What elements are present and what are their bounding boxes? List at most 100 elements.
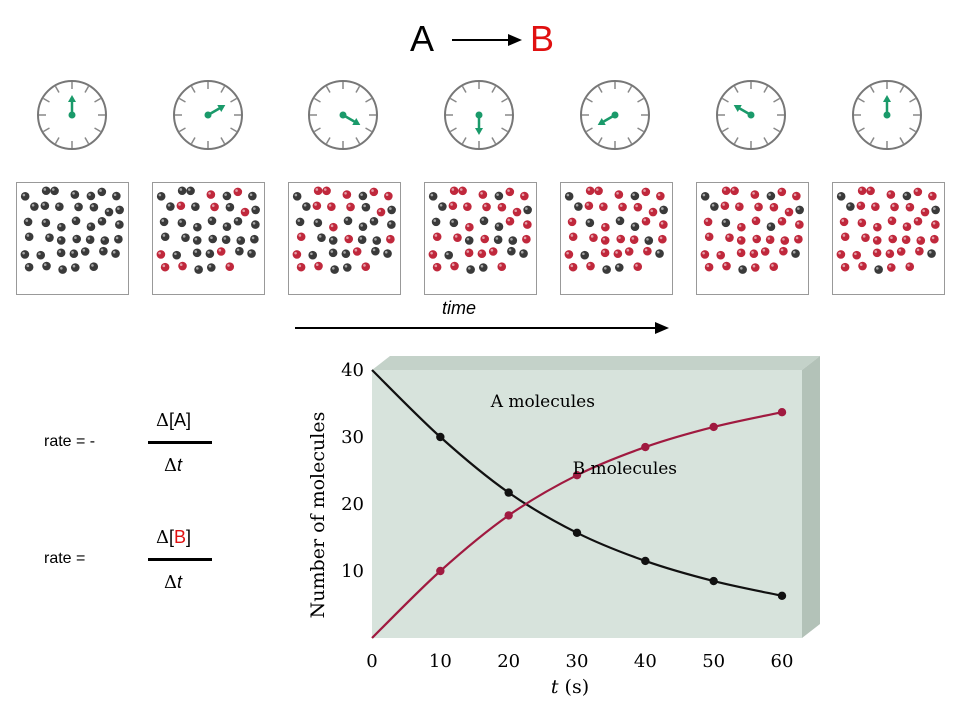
b-molecule bbox=[873, 222, 882, 232]
b-molecule bbox=[754, 202, 763, 212]
a-molecule bbox=[313, 218, 323, 228]
b-molecule bbox=[432, 232, 442, 242]
b-molecule bbox=[482, 202, 491, 212]
a-molecule bbox=[585, 218, 595, 228]
b-molecule bbox=[901, 235, 911, 244]
a-molecule bbox=[112, 191, 121, 201]
b-molecule bbox=[522, 234, 531, 244]
b-molecule bbox=[564, 250, 574, 259]
b-molecule bbox=[643, 246, 652, 256]
b-molecule bbox=[886, 190, 896, 199]
time-arrow-icon bbox=[295, 322, 669, 334]
b-molecule bbox=[736, 236, 746, 245]
b-molecule bbox=[840, 262, 850, 272]
b-molecule bbox=[520, 191, 529, 201]
a-molecule bbox=[478, 263, 488, 272]
a-molecule bbox=[927, 249, 936, 258]
a-molecule bbox=[250, 234, 259, 244]
b-molecule bbox=[765, 235, 775, 244]
a-molecule bbox=[111, 249, 120, 258]
b-molecule bbox=[836, 250, 846, 259]
a-molecule bbox=[36, 250, 46, 260]
a-molecule bbox=[295, 217, 305, 227]
a-molecule bbox=[104, 207, 114, 217]
data-point bbox=[436, 432, 445, 442]
b-molecule bbox=[792, 191, 801, 201]
a-molecule bbox=[166, 202, 175, 211]
b-molecule bbox=[760, 247, 770, 256]
a-molecule bbox=[186, 186, 195, 196]
a-molecule bbox=[70, 263, 80, 272]
b-molecule bbox=[585, 186, 595, 196]
b-molecule bbox=[384, 191, 393, 201]
b-molecule bbox=[449, 186, 459, 196]
a-molecule bbox=[222, 222, 232, 232]
species-a: A bbox=[174, 410, 187, 430]
a-molecule bbox=[372, 236, 382, 245]
a-molecule bbox=[342, 263, 352, 272]
b-molecule bbox=[633, 202, 643, 212]
y-axis-label: Number of molecules bbox=[307, 412, 329, 619]
b-molecule bbox=[794, 234, 803, 244]
b-molecule bbox=[584, 201, 594, 211]
b-molecule bbox=[795, 220, 804, 229]
series-label: A molecules bbox=[490, 392, 595, 412]
a-molecule bbox=[493, 235, 503, 244]
chart-tick-labels: 0 10 20 30 40 50 60 10 20 30 40 bbox=[341, 360, 793, 672]
a-molecule bbox=[191, 202, 200, 211]
a-molecule bbox=[99, 246, 108, 256]
a-molecule bbox=[159, 217, 169, 227]
b-molecule bbox=[913, 187, 923, 197]
b-molecule bbox=[176, 201, 186, 211]
a-molecule bbox=[846, 202, 855, 211]
time-label: time bbox=[442, 298, 477, 318]
numerator-delta-a: Δ[A] bbox=[156, 410, 192, 431]
b-molecule bbox=[641, 187, 651, 197]
b-molecule bbox=[769, 202, 779, 212]
b-molecule bbox=[920, 207, 930, 217]
a-molecule bbox=[114, 234, 123, 244]
a-molecule bbox=[58, 265, 67, 274]
b-molecule bbox=[463, 202, 472, 211]
a-molecule bbox=[70, 190, 80, 199]
molecule-box bbox=[152, 182, 265, 295]
data-point bbox=[572, 470, 582, 480]
b-molecule bbox=[206, 190, 216, 199]
data-point bbox=[709, 422, 718, 432]
a-molecule bbox=[343, 216, 353, 226]
a-molecule bbox=[177, 186, 187, 196]
a-molecule bbox=[55, 202, 64, 211]
b-molecule bbox=[902, 222, 912, 232]
b-molecule bbox=[750, 263, 760, 272]
b-molecule bbox=[930, 234, 939, 244]
b-molecule bbox=[296, 232, 306, 242]
a-molecule bbox=[479, 216, 489, 226]
a-molecule bbox=[100, 236, 110, 245]
b-molecule bbox=[314, 261, 323, 271]
a-molecule bbox=[74, 202, 83, 212]
a-molecule bbox=[24, 232, 34, 242]
b-molecule bbox=[871, 202, 880, 211]
a-molecule bbox=[205, 249, 215, 259]
b-molecule bbox=[614, 190, 624, 199]
a-molecule bbox=[41, 186, 51, 196]
a-molecule bbox=[247, 249, 256, 258]
b-molecule bbox=[594, 186, 603, 196]
a-molecule bbox=[931, 205, 940, 215]
a-molecule bbox=[507, 246, 516, 256]
a-molecule bbox=[42, 261, 51, 271]
a-molecule bbox=[466, 265, 475, 274]
a-molecule bbox=[766, 222, 776, 232]
data-point bbox=[777, 591, 787, 600]
b-molecule bbox=[329, 222, 338, 232]
a-molecule bbox=[23, 217, 33, 227]
a-molecule bbox=[56, 236, 66, 245]
b-molecule bbox=[872, 236, 882, 245]
a-molecule bbox=[85, 235, 95, 244]
a-molecule bbox=[369, 216, 379, 226]
x-tick-label: 40 bbox=[634, 651, 657, 672]
a-molecule bbox=[248, 191, 257, 201]
a-molecule bbox=[115, 220, 124, 229]
a-molecule bbox=[45, 233, 54, 242]
chart-plot-area bbox=[372, 356, 820, 638]
